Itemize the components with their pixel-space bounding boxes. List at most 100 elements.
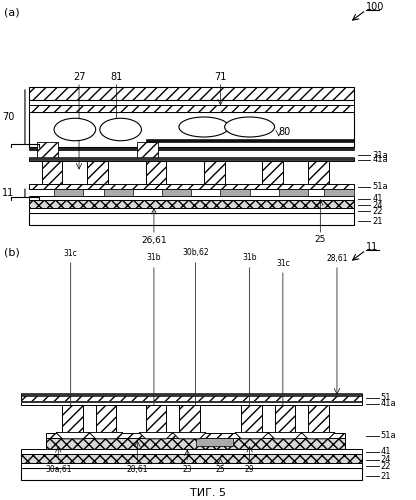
Polygon shape	[89, 432, 123, 439]
Polygon shape	[268, 432, 302, 439]
Bar	[29, 156, 354, 160]
Text: 41a: 41a	[372, 156, 388, 164]
Text: 25: 25	[215, 465, 225, 474]
Text: 29: 29	[245, 465, 255, 474]
Text: 80: 80	[279, 127, 291, 137]
Bar	[54, 188, 83, 196]
Text: 28,61: 28,61	[126, 465, 148, 474]
Bar	[29, 200, 354, 207]
Bar	[29, 100, 354, 104]
Polygon shape	[56, 432, 89, 439]
Bar	[324, 188, 354, 196]
Text: 26,61: 26,61	[141, 236, 167, 244]
Text: ΤИГ. 5: ΤИГ. 5	[190, 488, 226, 498]
Text: 41a: 41a	[381, 399, 396, 408]
Polygon shape	[235, 432, 268, 439]
Ellipse shape	[179, 117, 229, 137]
Polygon shape	[302, 432, 335, 439]
Bar	[29, 184, 354, 188]
Bar	[29, 212, 354, 225]
Text: 41: 41	[372, 194, 383, 203]
Bar	[21, 393, 362, 396]
Text: 24: 24	[381, 455, 391, 464]
Bar	[62, 405, 83, 432]
Bar	[29, 208, 354, 212]
Bar	[29, 112, 354, 147]
Bar	[241, 405, 262, 432]
Ellipse shape	[100, 118, 141, 141]
Bar	[21, 401, 362, 405]
Polygon shape	[302, 432, 335, 439]
Bar	[146, 405, 166, 432]
Bar	[21, 468, 362, 480]
Bar	[21, 449, 362, 454]
Bar	[29, 196, 354, 200]
Bar	[87, 161, 108, 184]
Bar	[46, 432, 345, 438]
Bar	[204, 161, 225, 184]
Polygon shape	[139, 432, 173, 439]
Bar	[104, 188, 133, 196]
Text: 25: 25	[314, 236, 326, 244]
Bar	[308, 161, 329, 184]
Bar	[179, 405, 200, 432]
Text: 100: 100	[366, 2, 384, 12]
Bar	[29, 147, 354, 150]
Bar	[46, 438, 345, 449]
Polygon shape	[89, 432, 123, 439]
Bar	[162, 188, 191, 196]
Bar	[42, 161, 62, 184]
Text: 70: 70	[2, 112, 15, 122]
Bar	[196, 438, 233, 446]
Bar	[262, 161, 283, 184]
Text: 81: 81	[110, 72, 123, 82]
Polygon shape	[173, 432, 206, 439]
Bar	[146, 161, 166, 184]
Polygon shape	[56, 432, 89, 439]
Text: 21: 21	[372, 217, 383, 226]
Text: 41: 41	[381, 447, 391, 456]
Bar	[29, 87, 354, 100]
Text: 11: 11	[366, 242, 378, 252]
Text: 31c: 31c	[64, 248, 78, 258]
Bar	[29, 158, 354, 161]
Bar	[21, 401, 362, 403]
Bar	[29, 104, 354, 112]
Text: 27: 27	[73, 72, 85, 82]
Text: 11: 11	[2, 188, 15, 198]
Text: 31a: 31a	[372, 150, 388, 160]
Text: 31c: 31c	[276, 258, 290, 268]
Text: 51: 51	[381, 393, 391, 402]
Text: 30b,62: 30b,62	[182, 248, 209, 258]
Bar	[137, 142, 158, 158]
Bar	[146, 139, 354, 142]
Text: 21: 21	[381, 472, 391, 481]
Ellipse shape	[225, 117, 275, 137]
Polygon shape	[268, 432, 302, 439]
Text: 23: 23	[182, 465, 192, 474]
Bar	[96, 405, 116, 432]
Bar	[37, 142, 58, 158]
Text: (b): (b)	[4, 248, 20, 258]
Text: 22: 22	[372, 207, 383, 216]
Ellipse shape	[54, 118, 96, 141]
Bar	[220, 188, 250, 196]
Bar	[308, 405, 329, 432]
Bar	[21, 394, 362, 401]
Polygon shape	[235, 432, 268, 439]
Text: 28,61: 28,61	[326, 254, 348, 262]
Text: 51a: 51a	[372, 182, 388, 191]
Polygon shape	[139, 432, 173, 439]
Bar	[21, 454, 362, 462]
Bar	[275, 405, 295, 432]
Text: 31b: 31b	[243, 254, 257, 262]
Polygon shape	[173, 432, 206, 439]
Text: 22: 22	[381, 462, 391, 471]
Text: 51a: 51a	[381, 431, 396, 440]
Text: 71: 71	[214, 72, 227, 82]
Bar	[279, 188, 308, 196]
Bar	[21, 462, 362, 468]
Text: 24: 24	[372, 200, 383, 209]
Text: 30a,61: 30a,61	[45, 465, 72, 474]
Text: 31b: 31b	[147, 254, 161, 262]
